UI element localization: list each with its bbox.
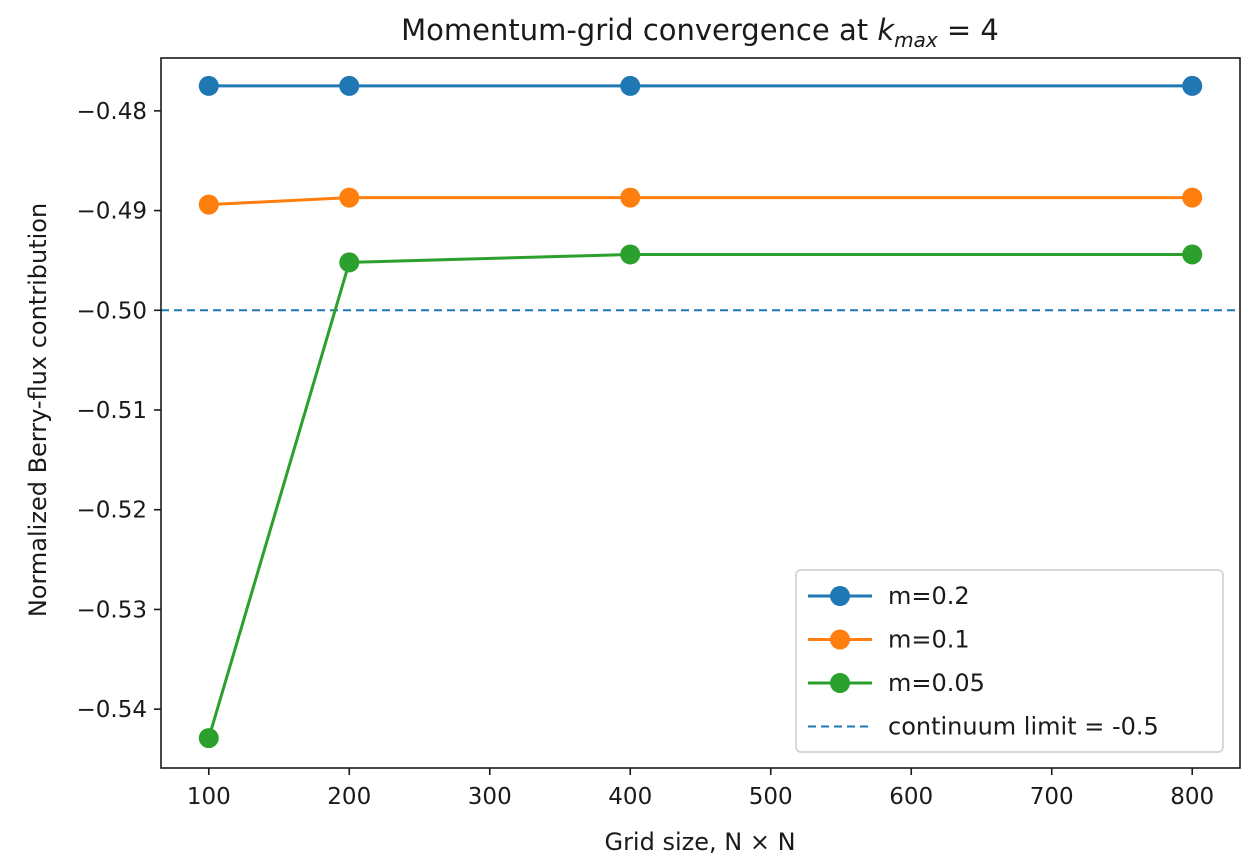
plot-area — [161, 75, 1240, 749]
x-tick-label: 300 — [468, 784, 512, 810]
data-point-1-0 — [198, 194, 219, 215]
y-tick-label: −0.49 — [77, 199, 147, 225]
legend-box — [795, 569, 1224, 753]
data-point-0-0 — [198, 75, 219, 96]
chart-title: Momentum-grid convergence at kmax = 4 — [401, 13, 999, 52]
y-tick-label: −0.53 — [77, 597, 147, 623]
legend-label-2: m=0.05 — [888, 669, 985, 697]
y-axis-label: Normalized Berry-flux contribution — [24, 203, 52, 617]
data-point-1-3 — [1182, 187, 1203, 208]
data-point-0-2 — [620, 75, 641, 96]
data-point-2-3 — [1182, 244, 1203, 265]
y-tick-label: −0.52 — [77, 498, 147, 524]
x-tick-label: 100 — [187, 784, 231, 810]
axes: 100 200 300 400 500 600 700 800 −0.48 −0.49 −0.50 −… — [77, 57, 1241, 810]
data-point-2-2 — [620, 244, 641, 265]
legend-marker-0 — [830, 586, 850, 606]
data-point-2-1 — [339, 252, 360, 273]
y-tick-label: −0.51 — [77, 398, 147, 424]
x-tick-label: 400 — [608, 784, 652, 810]
data-point-0-1 — [339, 75, 360, 96]
y-tick-label: −0.48 — [77, 99, 147, 125]
legend-marker-1 — [830, 629, 850, 650]
x-tick-label: 600 — [889, 784, 933, 810]
y-tick-label: −0.50 — [77, 298, 147, 324]
series-line-1 — [208, 196, 1193, 207]
data-point-0-3 — [1182, 75, 1203, 96]
x-tick-label: 800 — [1170, 784, 1214, 810]
legend-marker-2 — [830, 673, 850, 693]
data-point-1-2 — [620, 187, 641, 208]
y-tick-label: −0.54 — [77, 697, 147, 723]
data-point-2-0 — [198, 728, 219, 749]
legend-label-3: continuum limit = -0.5 — [888, 713, 1159, 741]
data-point-1-1 — [339, 187, 360, 208]
axes-frame — [160, 57, 1241, 769]
x-tick-label: 700 — [1030, 784, 1074, 810]
x-axis-label: Grid size, N × N — [604, 828, 795, 856]
x-tick-label: 500 — [749, 784, 793, 810]
legend-label-0: m=0.2 — [888, 582, 970, 610]
x-tick-label: 200 — [327, 784, 371, 810]
legend-label-1: m=0.1 — [888, 626, 970, 654]
series-line-2 — [207, 252, 1193, 739]
legend: m=0.2 m=0.1 m=0.05 continuum limit = -0.5 — [795, 569, 1224, 753]
